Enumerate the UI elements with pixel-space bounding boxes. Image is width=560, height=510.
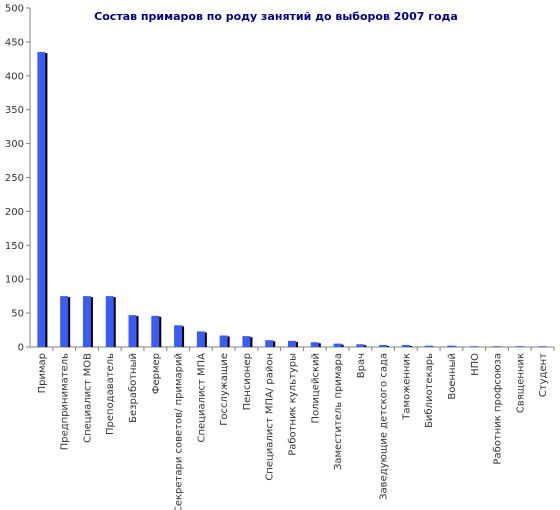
y-tick-label: 450 xyxy=(5,37,24,48)
x-tick-label: Полицейский xyxy=(310,353,321,424)
x-tick-label: Примар xyxy=(37,353,48,393)
x-tick-label: Священник xyxy=(515,353,526,413)
bar xyxy=(310,342,319,347)
x-tick-label: Врач xyxy=(356,353,367,378)
x-tick-label: Специалист МПА/ район xyxy=(265,353,276,481)
bar xyxy=(37,52,46,347)
x-tick-label: Библиотекарь xyxy=(424,353,435,428)
chart-title: Состав примаров по роду занятий до выбор… xyxy=(94,10,458,23)
x-tick-label: Работник культуры xyxy=(288,353,299,456)
x-tick-label: Специалист МПА xyxy=(196,353,207,443)
x-tick-label: Заместитель примара xyxy=(333,353,344,470)
bar xyxy=(60,296,69,347)
bar xyxy=(515,346,524,347)
x-tick-label: Предприниматель xyxy=(60,353,71,450)
x-tick-label: Пенсионер xyxy=(242,353,253,410)
y-tick-label: 300 xyxy=(5,139,24,150)
bar xyxy=(424,345,433,347)
bar xyxy=(242,336,251,347)
y-tick-label: 500 xyxy=(5,4,24,15)
x-axis-ticks: Примар Предприниматель Специалист МОВ Препо… xyxy=(37,347,555,510)
chart-bars xyxy=(37,52,547,347)
bar xyxy=(379,344,388,347)
y-tick-label: 350 xyxy=(5,105,24,116)
x-tick-label: НПО xyxy=(470,353,481,376)
x-tick-label: Студент xyxy=(538,353,549,397)
bar xyxy=(174,325,183,347)
bar xyxy=(401,344,410,347)
bar xyxy=(219,335,228,347)
bar xyxy=(151,315,160,347)
bar xyxy=(333,343,342,347)
bar xyxy=(105,296,114,347)
y-tick-label: 150 xyxy=(5,241,24,252)
x-tick-label: Госслужащие xyxy=(219,353,230,426)
bar xyxy=(538,346,547,347)
bar xyxy=(447,345,456,347)
x-tick-label: Секретари советов/ примарий xyxy=(174,353,185,510)
y-tick-label: 50 xyxy=(11,309,24,320)
x-tick-label: Специалист МОВ xyxy=(82,353,93,443)
x-tick-label: Работник профсоюза xyxy=(493,353,504,465)
x-tick-label: Заведующие детского сада xyxy=(379,353,390,500)
y-tick-label: 250 xyxy=(5,173,24,184)
x-tick-label: Преподаватель xyxy=(105,353,116,435)
bar xyxy=(265,340,274,347)
y-axis-ticks: 0 50 100 150 200 250 300 350 400 450 500 xyxy=(5,4,30,354)
x-tick-label: Военный xyxy=(447,353,458,400)
x-tick-label: Фермер xyxy=(151,353,162,394)
bar xyxy=(288,340,296,347)
x-tick-label: Таможенник xyxy=(401,353,412,421)
bar xyxy=(196,331,205,347)
x-tick-label: Безработный xyxy=(128,353,139,423)
y-tick-label: 200 xyxy=(5,207,24,218)
y-tick-label: 100 xyxy=(5,275,24,286)
bar xyxy=(356,344,365,347)
bar xyxy=(493,346,502,347)
y-tick-label: 0 xyxy=(18,343,24,354)
bar xyxy=(128,315,137,347)
bar xyxy=(470,346,479,347)
bar xyxy=(82,296,91,347)
y-tick-label: 400 xyxy=(5,71,24,82)
